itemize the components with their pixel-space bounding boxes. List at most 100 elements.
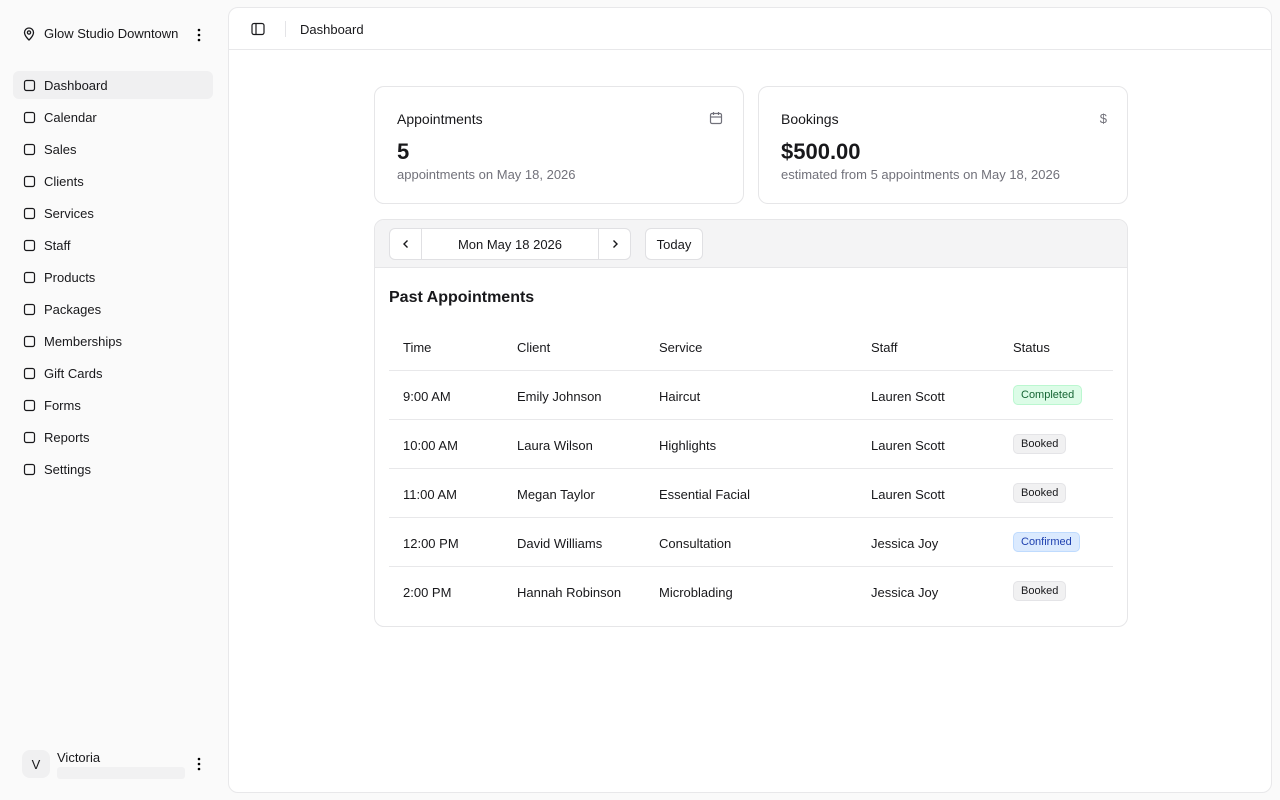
status-badge: Completed xyxy=(1013,385,1083,405)
sidebar-toggle[interactable] xyxy=(251,22,265,36)
cell: Highlights xyxy=(659,438,717,453)
today-button[interactable]: Today xyxy=(645,228,703,260)
table-title: Past Appointments xyxy=(389,289,535,306)
bookings-card: Bookings $ $500.00 estimated from 5 appo… xyxy=(758,86,1128,204)
nav-icon xyxy=(23,239,36,251)
appointments-card: Appointments 5 appointments on May 18, 2… xyxy=(374,86,744,204)
column-header: Client xyxy=(517,340,551,355)
nav-item[interactable]: Packages xyxy=(13,295,213,323)
nav-item[interactable]: Settings xyxy=(13,455,213,483)
cell: Emily Johnson xyxy=(517,389,602,404)
nav: Dashboard Calendar Sales Clients Services Sta… xyxy=(13,71,213,487)
user-menu[interactable]: V Victoria xyxy=(22,748,212,782)
nav-label: Reports xyxy=(44,429,90,445)
nav-item[interactable]: Calendar xyxy=(13,103,213,131)
nav-label: Clients xyxy=(44,173,84,189)
table-row[interactable]: 11:00 AM Megan Taylor Essential Facial Laur… xyxy=(389,469,1113,518)
user-email-placeholder xyxy=(57,767,185,779)
location-name: Glow Studio Downtown xyxy=(44,26,179,41)
nav-label: Gift Cards xyxy=(44,365,103,381)
nav-label: Forms xyxy=(44,397,81,413)
status-badge: Booked xyxy=(1013,581,1067,601)
time-cell: 11:00 AM xyxy=(403,487,457,502)
nav-label: Staff xyxy=(44,237,71,253)
nav-item[interactable]: Services xyxy=(13,199,213,227)
next-day[interactable] xyxy=(598,228,631,260)
user-name: Victoria xyxy=(57,750,101,765)
nav-item[interactable]: Reports xyxy=(13,423,213,451)
pin-icon xyxy=(23,26,35,41)
dollar-icon: $ xyxy=(1099,111,1107,126)
nav-icon xyxy=(23,431,36,443)
card-caption: estimated from 5 appointments on May 18,… xyxy=(781,167,1060,182)
prev-day[interactable] xyxy=(389,228,422,260)
nav-item[interactable]: Sales xyxy=(13,135,213,163)
nav-item[interactable]: Staff xyxy=(13,231,213,259)
cell: Essential Facial xyxy=(659,487,751,502)
table-row[interactable]: 2:00 PM Hannah Robinson Microblading Jessic… xyxy=(389,567,1113,616)
nav-icon xyxy=(23,399,36,411)
nav-item[interactable]: Dashboard xyxy=(13,71,213,99)
column-header: Status xyxy=(1013,340,1050,355)
location-menu[interactable] xyxy=(191,27,207,43)
nav-item[interactable]: Clients xyxy=(13,167,213,195)
nav-icon xyxy=(23,335,36,347)
nav-label: Dashboard xyxy=(44,77,108,93)
main-panel: Dashboard Appointments 5 appointments on… xyxy=(228,7,1272,793)
cell: Haircut xyxy=(659,389,701,404)
time-cell: 10:00 AM xyxy=(403,438,458,453)
card-caption: appointments on May 18, 2026 xyxy=(397,167,576,182)
column-header: Time xyxy=(403,340,432,355)
table-row[interactable]: 9:00 AM Emily Johnson Haircut Lauren Scott C… xyxy=(389,371,1113,420)
status-badge: Confirmed xyxy=(1013,532,1080,552)
user-menu-button[interactable] xyxy=(191,756,207,772)
calendar-icon xyxy=(709,112,723,125)
cell: Hannah Robinson xyxy=(517,585,622,600)
status-badge: Booked xyxy=(1013,434,1067,454)
nav-item[interactable]: Products xyxy=(13,263,213,291)
nav-item[interactable]: Gift Cards xyxy=(13,359,213,387)
appointments-panel: Mon May 18 2026 Today Past Appointments … xyxy=(374,219,1128,627)
sidebar: Glow Studio Downtown Dashboard Calendar Sa… xyxy=(0,0,228,800)
nav-icon xyxy=(23,79,36,91)
breadcrumb: Dashboard xyxy=(300,22,364,37)
column-header: Service xyxy=(659,340,703,355)
card-value: $500.00 xyxy=(781,139,861,164)
table-row[interactable]: 12:00 PM David Williams Consultation Jessic… xyxy=(389,518,1113,567)
time-cell: 2:00 PM xyxy=(403,585,452,600)
nav-label: Sales xyxy=(44,141,77,157)
nav-icon xyxy=(23,207,36,219)
cell: Lauren Scott xyxy=(871,438,945,453)
time-cell: 9:00 AM xyxy=(403,389,451,404)
nav-icon xyxy=(23,143,36,155)
nav-label: Calendar xyxy=(44,109,97,125)
avatar: V xyxy=(22,750,50,778)
nav-icon xyxy=(23,271,36,283)
cell: Consultation xyxy=(659,536,732,551)
nav-icon xyxy=(23,303,36,315)
nav-item[interactable]: Memberships xyxy=(13,327,213,355)
nav-label: Packages xyxy=(44,301,102,317)
header: Dashboard xyxy=(229,8,1271,50)
nav-label: Memberships xyxy=(44,333,123,349)
card-title: Bookings xyxy=(781,111,839,127)
column-header: Staff xyxy=(871,340,898,355)
nav-item[interactable]: Forms xyxy=(13,391,213,419)
card-title: Appointments xyxy=(397,111,483,127)
cell: Lauren Scott xyxy=(871,487,945,502)
time-cell: 12:00 PM xyxy=(403,536,459,551)
status-badge: Booked xyxy=(1013,483,1067,503)
date-picker[interactable]: Mon May 18 2026 xyxy=(421,228,599,260)
cell: David Williams xyxy=(517,536,603,551)
cell: Microblading xyxy=(659,585,733,600)
table-row[interactable]: 10:00 AM Laura Wilson Highlights Lauren Sco… xyxy=(389,420,1113,469)
location-switcher[interactable]: Glow Studio Downtown xyxy=(22,26,178,41)
table-header: Time Client Service Staff Status xyxy=(389,322,1113,371)
nav-label: Services xyxy=(44,205,94,221)
date-toolbar: Mon May 18 2026 Today xyxy=(375,220,1127,268)
nav-label: Settings xyxy=(44,461,91,477)
nav-label: Products xyxy=(44,269,96,285)
cell: Jessica Joy xyxy=(871,585,939,600)
